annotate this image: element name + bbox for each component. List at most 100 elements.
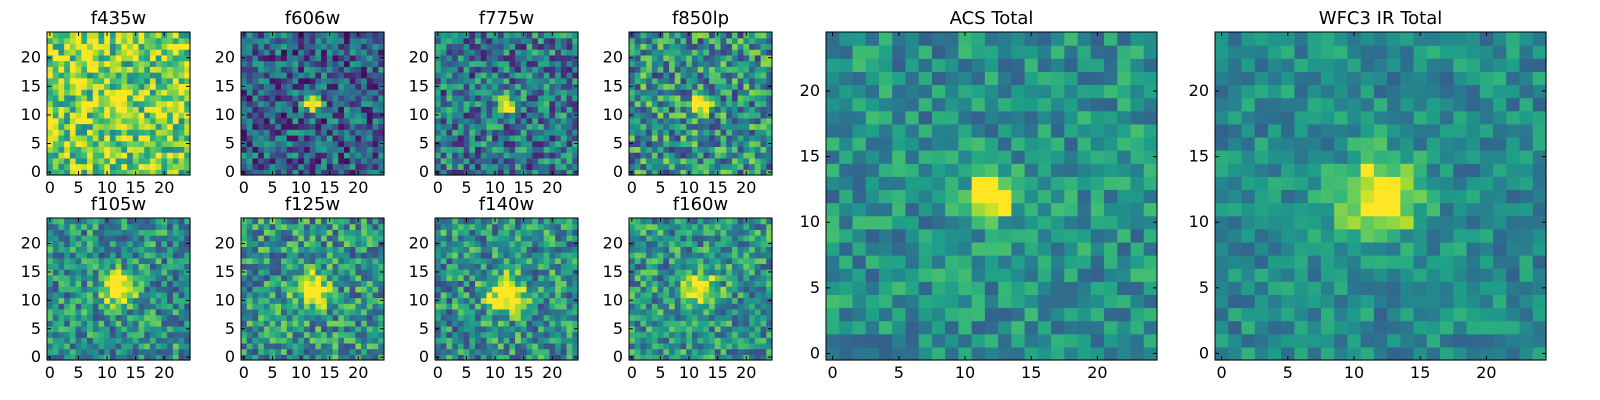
heatmap-cell [731,146,739,153]
heatmap-cell [127,246,134,253]
heatmap-cell [737,274,744,282]
heatmap-cell [92,83,100,90]
heatmap-cell [338,223,345,230]
heatmap-cell [263,100,271,107]
heatmap-cell [760,123,767,130]
heatmap-cell [378,106,385,113]
heatmap-cell [566,94,573,102]
heatmap-cell [737,129,744,136]
heatmap-cell [651,106,659,113]
heatmap-cell [680,169,687,176]
heatmap-cell [372,152,379,159]
heatmap-cell [520,348,528,355]
heatmap-cell [58,325,65,333]
heatmap-cell [532,314,539,321]
heatmap-cell [127,286,134,293]
heatmap-cell [321,169,328,176]
heatmap-cell [435,229,442,236]
heatmap-cell [361,252,368,259]
heatmap-cell [703,342,710,350]
heatmap-cell [281,140,288,147]
heatmap-cell [749,169,756,176]
heatmap-cell [560,152,568,159]
heatmap-cell [184,303,191,310]
heatmap-cell [703,157,710,165]
heatmap-cell [321,291,328,299]
heatmap-cell [326,129,334,136]
heatmap-cell [98,223,105,230]
heatmap-cell [691,106,699,113]
heatmap-cell [87,252,94,259]
heatmap-cell [281,240,288,247]
heatmap-cell [549,163,556,170]
axes-frame [434,217,579,361]
heatmap-cell [47,308,54,316]
heatmap-cell [52,303,60,310]
heatmap-cell [161,112,168,119]
heatmap-cell [104,337,111,344]
heatmap-cell [321,342,328,350]
heatmap-cell [503,129,510,136]
heatmap-cell [298,291,305,299]
heatmap-cell [503,32,510,39]
heatmap-cell [132,263,140,270]
heatmap-cell [361,169,368,176]
heatmap-cell [657,297,664,304]
heatmap-cell [486,331,493,338]
heatmap-cell [252,331,259,338]
heatmap-cell [497,325,505,333]
heatmap-cell [509,140,516,147]
heatmap-cell [629,106,636,113]
heatmap-cell [537,123,545,130]
heatmap-cell [64,37,71,45]
heatmap-cell [298,117,305,125]
heatmap-cell [680,106,687,113]
heatmap-cell [286,320,294,327]
heatmap-cell [138,320,145,327]
heatmap-cell [691,123,699,130]
heatmap-cell [743,140,750,147]
heatmap-cell [566,152,573,159]
heatmap-cell [75,269,82,276]
heatmap-cell [47,134,54,142]
heatmap-cell [549,331,556,338]
heatmap-cell [115,240,122,247]
heatmap-cell [258,129,265,136]
heatmap-cell [161,60,168,67]
panel-title: f140w [479,194,534,215]
heatmap-cell [378,229,385,236]
heatmap-cell [144,354,151,361]
heatmap-cell [754,32,762,39]
heatmap-cell [435,331,442,338]
heatmap-cell [127,117,134,125]
heatmap-cell [731,286,739,293]
heatmap-cell [69,112,77,119]
heatmap-cell [109,235,117,242]
heatmap-cell [663,77,670,85]
heatmap-cell [480,342,488,350]
heatmap-cell [766,100,773,107]
heatmap-cell [709,94,716,102]
heatmap-cell [475,235,482,242]
heatmap-cell [64,342,71,350]
heatmap-cell [69,325,77,333]
heatmap-cell [92,252,100,259]
heatmap-cell [98,106,105,113]
heatmap-cell [332,129,339,136]
heatmap-cell [572,308,579,316]
heatmap-cell [378,66,385,73]
heatmap-cell [720,66,727,73]
heatmap-cell [246,66,254,73]
axes-frame [46,217,191,361]
heatmap-cell [657,303,664,310]
heatmap-cell [720,354,727,361]
heatmap-cell [452,240,459,247]
heatmap-cell [144,117,151,125]
heatmap-cell [326,94,334,102]
heatmap-cell [549,308,556,316]
heatmap-cell [269,342,276,350]
heatmap-cell [640,106,647,113]
heatmap-cell [486,112,493,119]
heatmap-cell [58,83,65,90]
